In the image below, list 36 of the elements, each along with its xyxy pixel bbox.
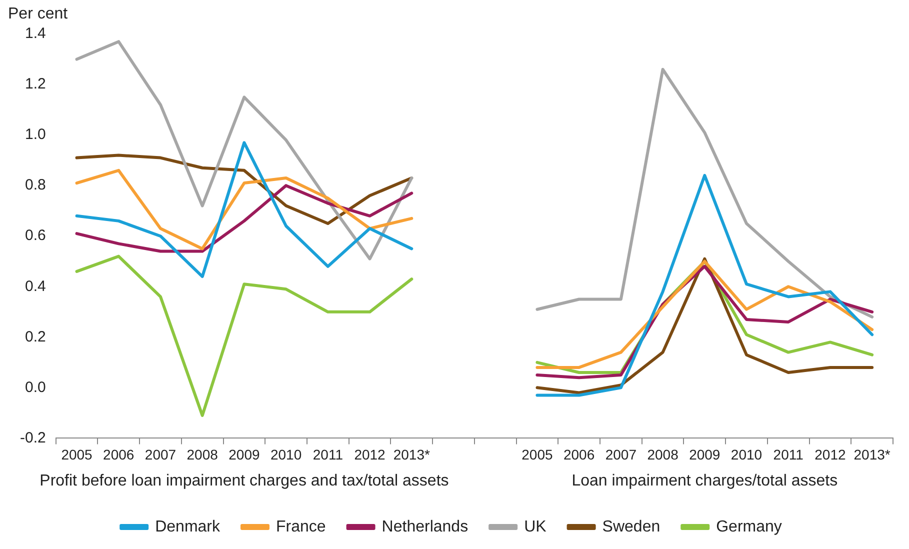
y-tick-label: 0.6 bbox=[24, 227, 46, 244]
y-tick-label: -0.2 bbox=[20, 429, 46, 446]
text: Loan impairment charges/total assets bbox=[572, 472, 838, 490]
y-tick-label: 0.2 bbox=[24, 328, 46, 346]
legend-label: Germany bbox=[716, 518, 782, 536]
x-tick-label: 2011 bbox=[312, 446, 344, 462]
legend-label: UK bbox=[524, 518, 547, 536]
x-tick-label: 2012 bbox=[354, 446, 386, 462]
legend-label: Netherlands bbox=[382, 518, 468, 536]
x-tick-label: 2009 bbox=[689, 446, 720, 462]
x-tick-label: 2010 bbox=[270, 446, 302, 462]
x-tick-label: 2008 bbox=[186, 446, 218, 462]
y-tick-label: 1.4 bbox=[24, 25, 46, 42]
x-tick-label: 2005 bbox=[522, 446, 553, 462]
x-tick-label: 2006 bbox=[103, 446, 134, 462]
text: Profit before loan impairment charges and tax/total assets bbox=[40, 472, 449, 490]
x-tick-label: 2011 bbox=[773, 446, 804, 462]
x-tick-label: 2006 bbox=[563, 446, 595, 462]
x-tick-label: 2005 bbox=[61, 446, 93, 462]
y-tick-label: 0.8 bbox=[24, 176, 46, 194]
x-tick-label: 2008 bbox=[647, 446, 679, 462]
x-tick-label: 2013* bbox=[393, 446, 430, 462]
legend-label: Denmark bbox=[155, 518, 221, 536]
y-tick-label: 0.4 bbox=[24, 278, 46, 295]
y-tick-label: 0.0 bbox=[24, 378, 46, 396]
x-tick-label: 2010 bbox=[730, 446, 762, 462]
x-tick-label: 2009 bbox=[228, 446, 260, 462]
legend-label: Sweden bbox=[602, 518, 660, 536]
y-axis-title: Per cent bbox=[8, 5, 68, 22]
x-tick-label: 2007 bbox=[605, 446, 637, 462]
x-tick-label: 2013* bbox=[854, 446, 891, 462]
y-tick-label: 1.0 bbox=[24, 126, 46, 144]
legend-label: France bbox=[276, 518, 326, 536]
x-tick-label: 2012 bbox=[814, 446, 846, 462]
x-tick-label: 2007 bbox=[144, 446, 176, 462]
y-tick-label: 1.2 bbox=[24, 76, 46, 93]
